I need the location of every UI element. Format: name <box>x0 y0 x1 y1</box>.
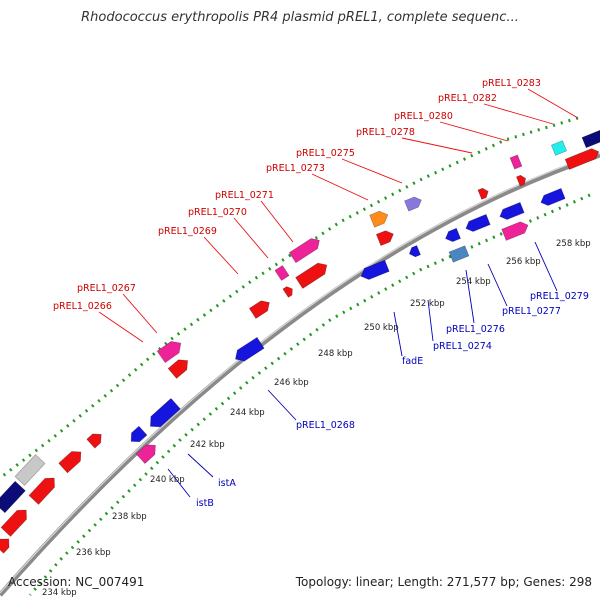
tick-label: 240 kbp <box>150 475 185 485</box>
gene-feature[interactable] <box>539 188 566 207</box>
gene-feature[interactable] <box>295 260 331 289</box>
tick-label: 248 kbp <box>318 349 353 359</box>
gene-feature[interactable] <box>443 227 461 243</box>
gene-label[interactable]: istA <box>218 478 236 489</box>
gene-feature[interactable] <box>86 430 105 449</box>
gene-feature[interactable] <box>274 265 290 281</box>
tick-label: 244 kbp <box>230 408 265 418</box>
label-connector <box>439 121 509 142</box>
gene-label[interactable]: pREL1_0266 <box>53 301 112 312</box>
gene-label[interactable]: pREL1_0268 <box>296 420 355 431</box>
gene-feature[interactable] <box>448 245 470 263</box>
tick-label: 256 kbp <box>506 257 541 267</box>
label-connector <box>393 311 403 357</box>
tick-label: 246 kbp <box>274 378 309 388</box>
gene-feature[interactable] <box>282 285 295 298</box>
gene-feature[interactable] <box>375 228 395 246</box>
gene-feature[interactable] <box>127 425 148 446</box>
gene-feature[interactable] <box>516 174 527 187</box>
label-connector <box>487 263 508 307</box>
gene-feature[interactable] <box>58 447 86 474</box>
gene-feature[interactable] <box>232 336 265 364</box>
tick-label: 258 kbp <box>556 239 591 249</box>
gene-feature[interactable] <box>167 356 192 379</box>
gene-feature[interactable] <box>404 195 424 212</box>
gc-inner-track <box>28 193 591 596</box>
gene-label[interactable]: pREL1_0267 <box>77 283 136 294</box>
gene-label[interactable]: pREL1_0278 <box>356 127 415 138</box>
map-title: Rhodococcus erythropolis PR4 plasmid pRE… <box>81 10 519 25</box>
gene-feature[interactable] <box>135 440 160 464</box>
tick-label: 238 kbp <box>112 512 147 522</box>
gene-feature[interactable] <box>14 454 46 486</box>
gene-feature[interactable] <box>477 187 490 200</box>
gene-feature[interactable] <box>288 235 322 264</box>
label-connector <box>167 468 191 498</box>
gene-feature[interactable] <box>464 214 491 233</box>
label-connector <box>341 158 403 184</box>
gene-feature[interactable] <box>156 337 185 364</box>
label-connector <box>465 269 475 324</box>
gene-label[interactable]: pREL1_0275 <box>296 148 355 159</box>
gene-feature[interactable] <box>0 535 13 554</box>
genome-summary-text: Topology: linear; Length: 271,577 bp; Ge… <box>295 575 592 589</box>
gene-label[interactable]: pREL1_0269 <box>158 226 217 237</box>
gene-feature[interactable] <box>0 480 26 514</box>
label-connector <box>260 200 294 243</box>
gene-feature[interactable] <box>146 397 181 431</box>
accession-text: Accession: NC_007491 <box>8 575 145 589</box>
label-layer: 234 kbp 236 kbp 238 kbp 240 kbp 242 kbp 244 k… <box>42 78 591 598</box>
label-connector <box>401 137 473 154</box>
gc-content-track <box>0 116 591 596</box>
gene-feature[interactable] <box>501 220 531 241</box>
gene-label[interactable]: fadE <box>402 356 423 367</box>
gene-feature[interactable] <box>498 202 525 221</box>
gene-label[interactable]: istB <box>196 498 214 509</box>
tick-label: 242 kbp <box>190 440 225 450</box>
gene-label[interactable]: pREL1_0271 <box>215 190 274 201</box>
label-connector <box>98 311 144 343</box>
gene-label[interactable]: pREL1_0273 <box>266 163 325 174</box>
feature-track <box>0 126 600 554</box>
gene-feature[interactable] <box>248 298 272 319</box>
gene-feature[interactable] <box>359 259 390 282</box>
label-connector <box>483 103 554 125</box>
gene-label[interactable]: pREL1_0276 <box>446 324 505 335</box>
backbone-ring <box>0 152 600 597</box>
gene-label[interactable]: pREL1_0274 <box>433 341 492 352</box>
gene-feature[interactable] <box>564 147 600 170</box>
gene-label[interactable]: pREL1_0270 <box>188 207 247 218</box>
gc-outer-track <box>0 116 579 480</box>
gene-label[interactable]: pREL1_0280 <box>394 111 453 122</box>
label-connector <box>427 299 434 342</box>
label-connectors <box>98 88 579 498</box>
tick-label: 236 kbp <box>76 548 111 558</box>
label-connector <box>267 389 297 421</box>
gene-feature[interactable] <box>0 506 31 537</box>
label-connector <box>122 293 158 334</box>
tick-label: 250 kbp <box>364 323 399 333</box>
gene-feature[interactable] <box>28 474 59 505</box>
gene-label[interactable]: pREL1_0282 <box>438 93 497 104</box>
label-connector <box>311 173 369 201</box>
tick-label: 234 kbp <box>42 588 77 598</box>
label-connector <box>534 241 558 292</box>
gene-label[interactable]: pREL1_0283 <box>482 78 541 89</box>
gene-feature[interactable] <box>509 154 523 170</box>
gene-feature[interactable] <box>407 245 421 258</box>
label-connector <box>203 236 239 275</box>
label-connector <box>233 217 269 259</box>
backbone-highlight <box>0 152 600 594</box>
gene-feature[interactable] <box>581 126 600 149</box>
gene-feature[interactable] <box>550 140 568 156</box>
gene-label[interactable]: pREL1_0279 <box>530 291 589 302</box>
gene-feature[interactable] <box>369 209 391 228</box>
gene-label[interactable]: pREL1_0277 <box>502 306 561 317</box>
label-connector <box>527 88 579 119</box>
label-connector <box>187 453 214 478</box>
tick-label: 254 kbp <box>456 277 491 287</box>
tick-label: 252 kbp <box>410 299 445 309</box>
